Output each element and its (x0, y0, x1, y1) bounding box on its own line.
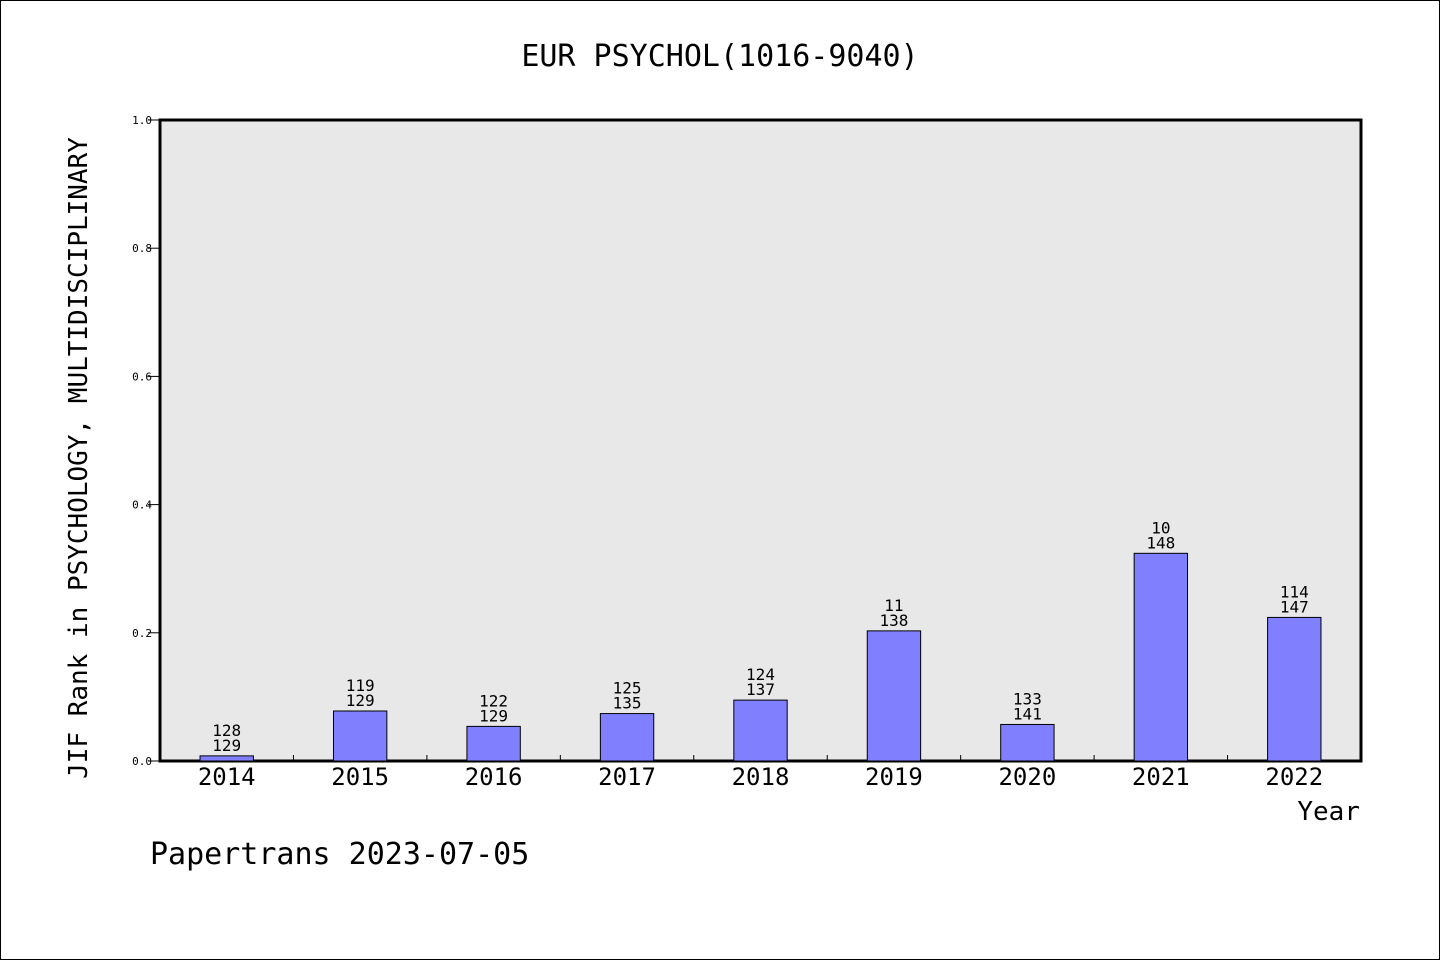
bar-total-label: 135 (613, 694, 642, 713)
bar-total-label: 137 (746, 680, 775, 699)
bar-total-label: 129 (212, 736, 241, 755)
bar-rank-label: 122 (479, 691, 508, 710)
bar-total-label: 141 (1013, 704, 1042, 723)
bar-rank-label: 125 (613, 679, 642, 698)
y-axis-label: JIF Rank in PSYCHOLOGY, MULTIDISCIPLINAR… (64, 137, 94, 779)
bar-rank-label: 124 (746, 665, 775, 684)
bar-total-label: 148 (1146, 533, 1175, 552)
x-tick-label: 2014 (198, 763, 256, 791)
y-axis: 0.0 0.2 0.4 0.6 0.8 1.0 (132, 114, 160, 768)
bar-2022 (1267, 616, 1322, 762)
bar-2016 (466, 725, 521, 762)
bar-2014 (199, 755, 254, 762)
footer-credit: Papertrans 2023-07-05 (150, 837, 529, 872)
y-tick-label: 1.0 (132, 114, 152, 127)
bar-2015 (332, 710, 388, 762)
x-tick-label: 2019 (865, 763, 923, 791)
bar-2017 (599, 713, 655, 762)
x-tick-label: 2017 (598, 763, 656, 791)
bar-total-label: 147 (1280, 597, 1309, 616)
bar-rank-label: 11 (884, 596, 903, 615)
bar-total-label: 129 (346, 691, 375, 710)
x-axis-label: Year (1297, 797, 1360, 827)
bar-rank-label: 119 (346, 676, 375, 695)
x-tick-label: 2021 (1132, 763, 1190, 791)
y-tick-label: 0.8 (132, 242, 152, 255)
bar-rank-label: 133 (1013, 689, 1042, 708)
x-tick-label: 2020 (998, 763, 1056, 791)
bar-2018 (733, 699, 788, 762)
bar-rank-label: 128 (212, 721, 241, 740)
bar-total-label: 129 (479, 706, 508, 725)
bar-2019 (866, 630, 922, 762)
chart-title: EUR PSYCHOL(1016-9040) (521, 39, 918, 74)
y-tick-label: 0.4 (132, 499, 152, 512)
x-tick-label: 2015 (331, 763, 389, 791)
y-tick-label: 0.2 (132, 627, 152, 640)
x-tick-label: 2018 (732, 763, 790, 791)
bar-rank-label: 114 (1280, 582, 1309, 601)
x-tick-label: 2022 (1265, 763, 1323, 791)
y-tick-label: 0.0 (132, 755, 152, 768)
x-tick-label: 2016 (465, 763, 523, 791)
x-axis: 2014 2015 2016 2017 2018 2019 2020 2021 2022 (198, 755, 1323, 791)
bar-rank-label: 10 (1151, 518, 1170, 537)
bar-total-label: 138 (879, 611, 908, 630)
bar-2021 (1133, 552, 1189, 762)
y-tick-label: 0.6 (132, 370, 152, 383)
bar-2020 (1000, 723, 1055, 762)
